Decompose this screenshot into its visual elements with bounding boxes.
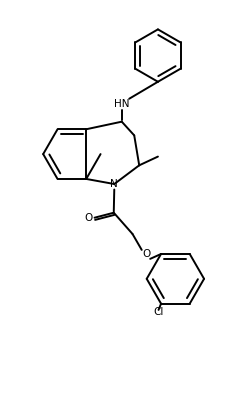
Text: HN: HN	[114, 99, 129, 109]
Text: O: O	[84, 213, 92, 223]
Text: O: O	[142, 250, 150, 259]
Text: Cl: Cl	[153, 307, 163, 318]
Text: N: N	[110, 179, 117, 189]
